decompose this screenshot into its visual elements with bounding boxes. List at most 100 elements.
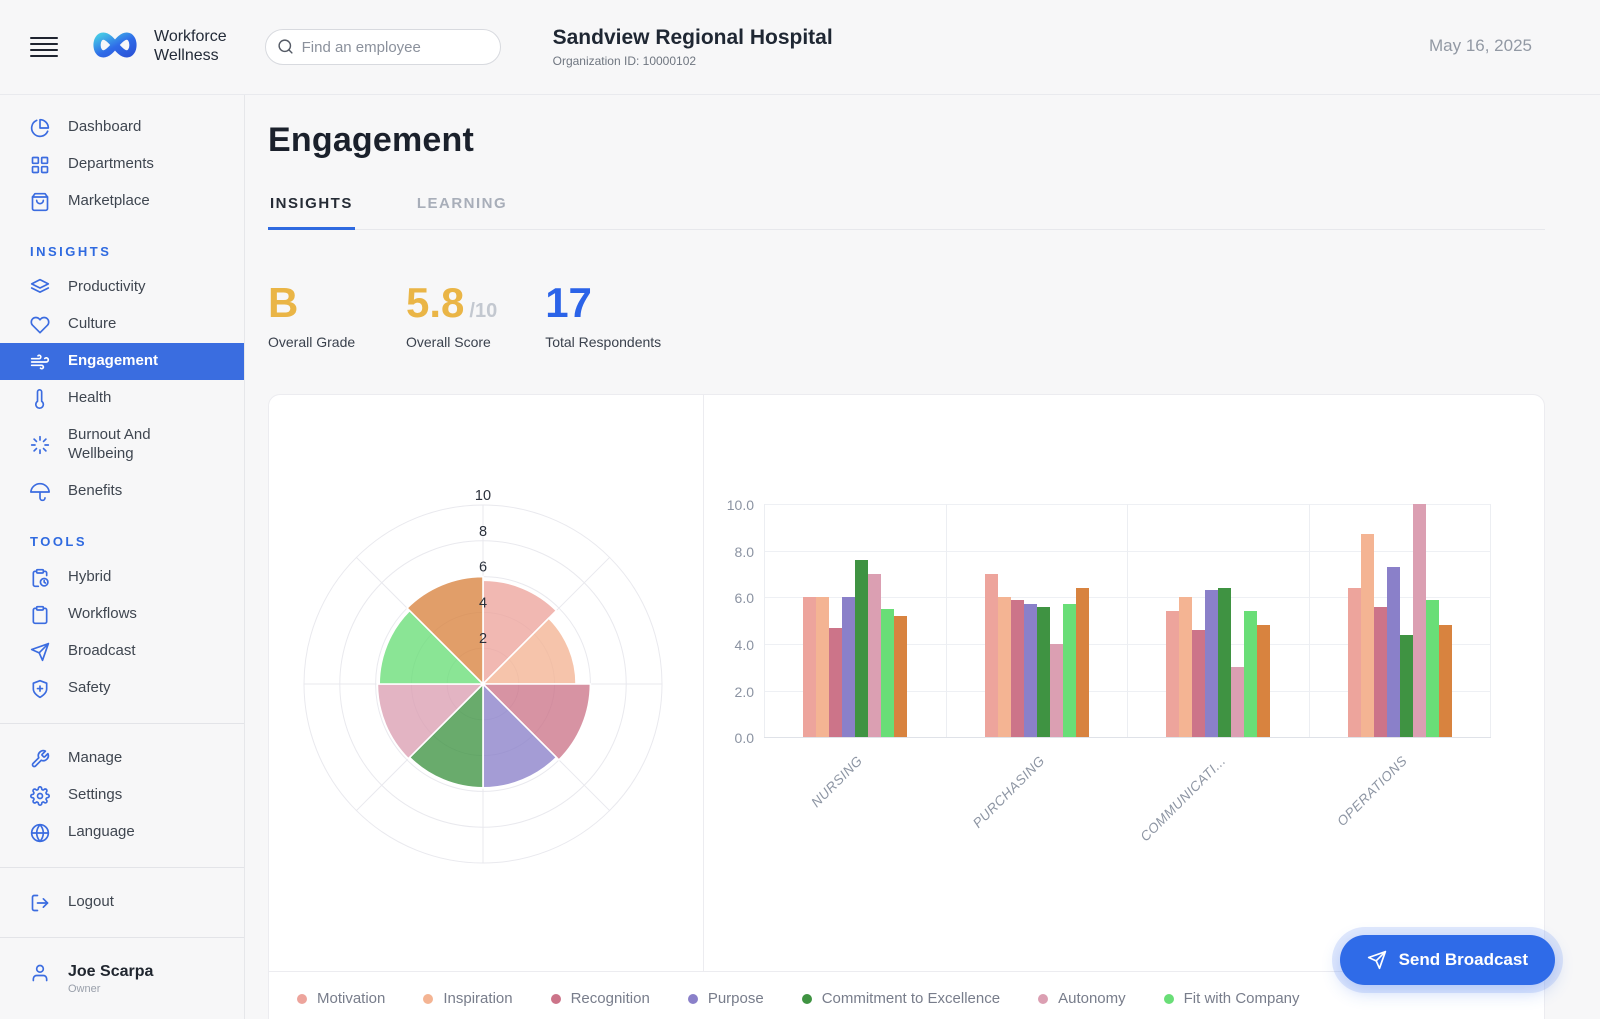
legend-item[interactable]: Inspiration xyxy=(423,990,513,1008)
legend-item[interactable]: Motivation xyxy=(297,990,385,1007)
legend-item[interactable]: Purpose xyxy=(687,990,764,1007)
sidebar-item-logout[interactable]: Logout xyxy=(0,884,244,921)
sidebar-item-manage[interactable]: Manage xyxy=(0,740,244,777)
overall-grade-value: B xyxy=(268,279,299,326)
legend-item[interactable]: Autonomy xyxy=(1038,990,1126,1007)
sidebar-item-health[interactable]: Health xyxy=(0,380,244,417)
bar xyxy=(984,574,998,738)
total-respondents-value: 17 xyxy=(545,279,592,326)
svg-text:4: 4 xyxy=(479,596,487,612)
legend-item[interactable]: Fit with Company xyxy=(1163,990,1300,1007)
legend-label: Commitment to Excellence xyxy=(821,990,1001,1008)
sidebar-item-marketplace[interactable]: Marketplace xyxy=(0,183,244,220)
sidebar-divider xyxy=(0,867,244,868)
department-bar-chart: 10.0 8.0 6.0 4.0 2.0 0.0 NURSING PURCHASING COMM… xyxy=(704,395,1544,971)
overall-score-denominator: /10 xyxy=(469,300,498,322)
sidebar-item-engagement[interactable]: Engagement xyxy=(0,343,244,380)
bar xyxy=(1399,634,1413,738)
legend-item[interactable]: Recognition xyxy=(550,990,650,1007)
main-content: Engagement INSIGHTS LEARNING B Overall G… xyxy=(245,95,1600,1019)
page-title: Engagement xyxy=(268,121,475,159)
bar xyxy=(1036,606,1050,738)
sidebar-item-broadcast[interactable]: Broadcast xyxy=(0,633,244,670)
tab-bar: INSIGHTS LEARNING xyxy=(268,187,1545,230)
sidebar-item-departments[interactable]: Departments xyxy=(0,146,244,183)
legend-dot-icon xyxy=(1038,993,1049,1004)
overall-score-value: 5.8 xyxy=(406,279,465,326)
bar xyxy=(1373,606,1387,738)
sidebar-item-workflows[interactable]: Workflows xyxy=(0,596,244,633)
chart-legend: Motivation Inspiration Recognition Purpose C… xyxy=(269,971,1544,1019)
sidebar-item-benefits[interactable]: Benefits xyxy=(0,473,244,510)
sidebar-divider xyxy=(0,937,244,938)
tab-learning[interactable]: LEARNING xyxy=(416,195,508,212)
paper-plane-icon xyxy=(1367,950,1386,970)
sidebar-item-culture[interactable]: Culture xyxy=(0,306,244,343)
bar-group-communicati-: COMMUNICATI... xyxy=(1127,504,1309,844)
thermometer-icon xyxy=(30,388,50,409)
legend-label: Autonomy xyxy=(1058,990,1126,1008)
app-header: Workforce Wellness Sandview Regional Hos… xyxy=(0,0,1600,95)
bar xyxy=(1425,599,1439,738)
menu-icon[interactable] xyxy=(30,33,58,60)
tab-insights[interactable]: INSIGHTS xyxy=(268,187,355,230)
bar xyxy=(1257,625,1271,738)
bar xyxy=(997,597,1011,738)
bar xyxy=(803,597,817,738)
bar xyxy=(1023,604,1037,738)
sidebar-item-hybrid[interactable]: Hybrid xyxy=(0,559,244,596)
organization-block: Sandview Regional Hospital Organization … xyxy=(553,26,833,68)
legend-label: Motivation xyxy=(317,990,386,1008)
sidebar-section-tools: TOOLS xyxy=(30,534,88,549)
bar xyxy=(855,560,869,738)
user-profile[interactable]: Joe Scarpa Owner xyxy=(0,949,244,1019)
legend-dot-icon xyxy=(550,993,561,1004)
x-axis-label: OPERATIONS xyxy=(1334,753,1411,830)
clipboard-clock-icon xyxy=(30,568,50,588)
bar xyxy=(816,597,830,738)
clipboard-icon xyxy=(30,605,50,625)
bar xyxy=(1244,611,1258,738)
search-input[interactable] xyxy=(264,29,501,65)
bar xyxy=(894,616,908,738)
x-axis-label: PURCHASING xyxy=(969,753,1048,831)
bar xyxy=(868,574,882,738)
sidebar-item-safety[interactable]: Safety xyxy=(0,670,244,707)
legend-dot-icon xyxy=(423,993,434,1004)
user-name: Joe Scarpa xyxy=(68,963,154,980)
stat-overall-score: 5.8/10 Overall Score xyxy=(406,279,498,350)
send-broadcast-button[interactable]: Send Broadcast xyxy=(1339,935,1555,985)
polar-area-chart: 2 4 6 8 10 xyxy=(269,395,704,972)
current-date: May 16, 2025 xyxy=(1428,36,1532,55)
sidebar-item-dashboard[interactable]: Dashboard xyxy=(0,109,244,146)
sidebar-item-productivity[interactable]: Productivity xyxy=(0,269,244,306)
sidebar-item-burnout-and-wellbeing[interactable]: Burnout And Wellbeing xyxy=(0,417,244,473)
legend-item[interactable]: Commitment to Excellence xyxy=(801,990,1001,1008)
svg-text:10: 10 xyxy=(475,488,491,504)
bar xyxy=(1166,611,1180,738)
logout-icon xyxy=(30,893,50,913)
legend-dot-icon xyxy=(1163,993,1174,1004)
sidebar-divider xyxy=(0,723,244,724)
legend-label: Inspiration xyxy=(443,990,513,1008)
bar xyxy=(842,597,856,738)
bar xyxy=(1438,625,1452,738)
user-role: Owner xyxy=(68,983,101,995)
stat-overall-grade: B Overall Grade xyxy=(268,279,358,350)
legend-dot-icon xyxy=(801,993,812,1004)
heart-icon xyxy=(30,315,50,335)
x-axis-label: COMMUNICATI... xyxy=(1137,753,1229,845)
wind-icon xyxy=(30,352,50,372)
gear-icon xyxy=(30,785,50,806)
sidebar-item-settings[interactable]: Settings xyxy=(0,777,244,814)
sidebar-item-language[interactable]: Language xyxy=(0,814,244,851)
engagement-charts-card: 2 4 6 8 10 10.0 8.0 6.0 4.0 2.0 0.0 NURSING PURCHAS… xyxy=(268,394,1545,1019)
svg-text:6: 6 xyxy=(479,560,487,576)
brand-name: Workforce Wellness xyxy=(154,28,227,64)
grid-icon xyxy=(30,155,50,175)
sidebar-section-insights: INSIGHTS xyxy=(30,244,112,259)
bar xyxy=(1360,534,1374,738)
bar-group-nursing: NURSING xyxy=(764,504,946,810)
bar xyxy=(1231,667,1245,738)
shield-plus-icon xyxy=(30,679,50,699)
